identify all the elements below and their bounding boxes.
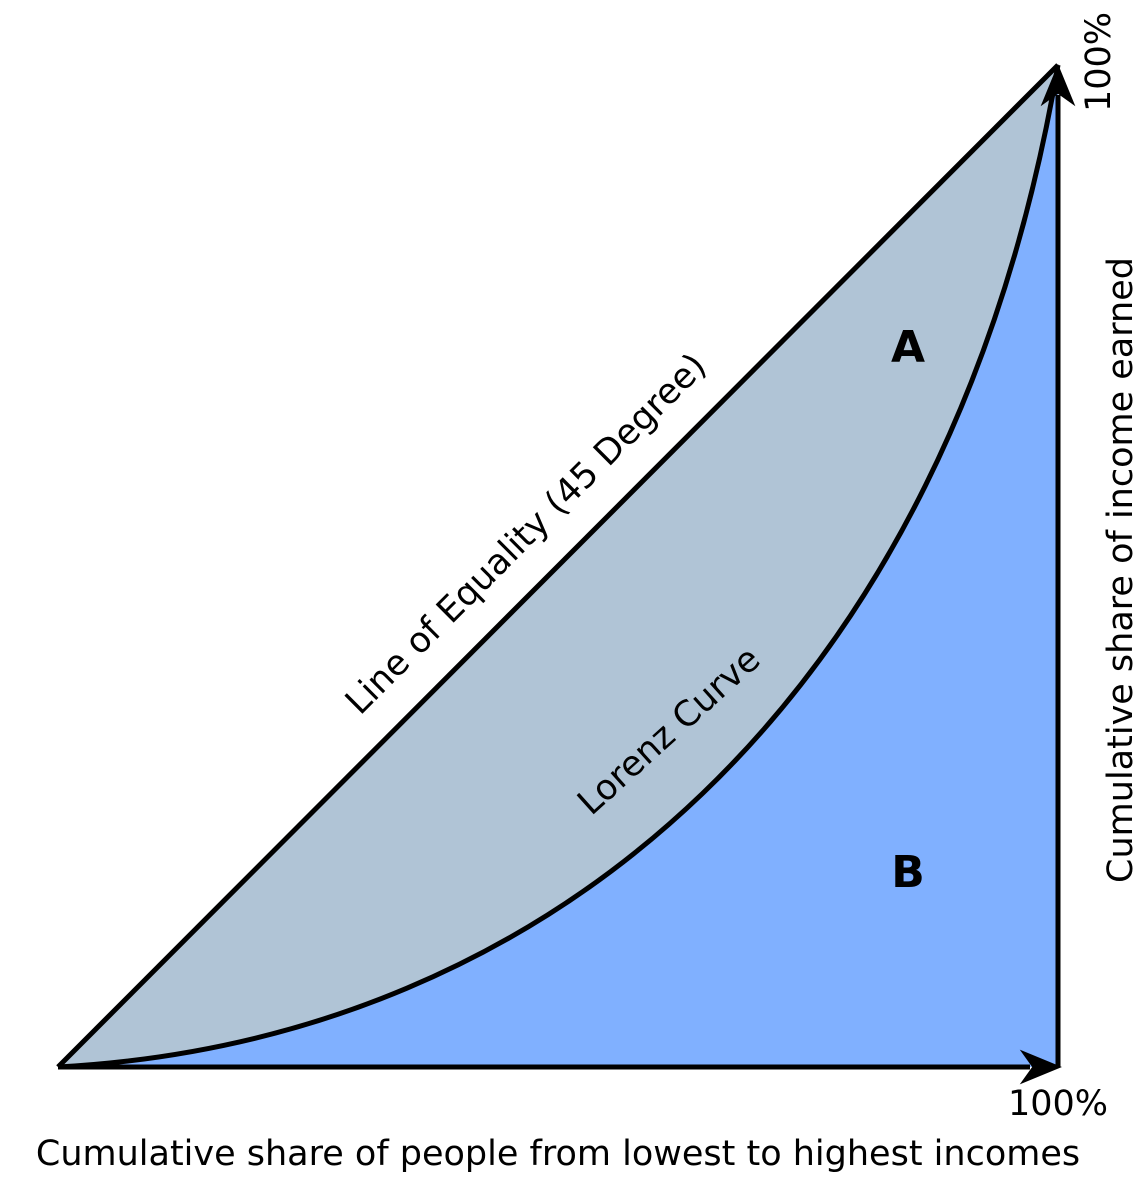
region-a-label: A bbox=[891, 322, 925, 373]
equality-line bbox=[56, 63, 1060, 1069]
y-axis-end-label: 100% bbox=[1079, 12, 1119, 112]
x-arrow bbox=[1019, 1049, 1062, 1085]
x-axis-end-label: 100% bbox=[1008, 1084, 1108, 1124]
y-arrow bbox=[1040, 64, 1076, 107]
x-axis-title: Cumulative share of people from lowest t… bbox=[36, 1134, 1080, 1174]
lorenz-curve bbox=[57, 64, 1061, 1070]
y-axis-title: Cumulative share of income earned bbox=[1101, 257, 1141, 883]
region-b-label: B bbox=[891, 847, 925, 898]
